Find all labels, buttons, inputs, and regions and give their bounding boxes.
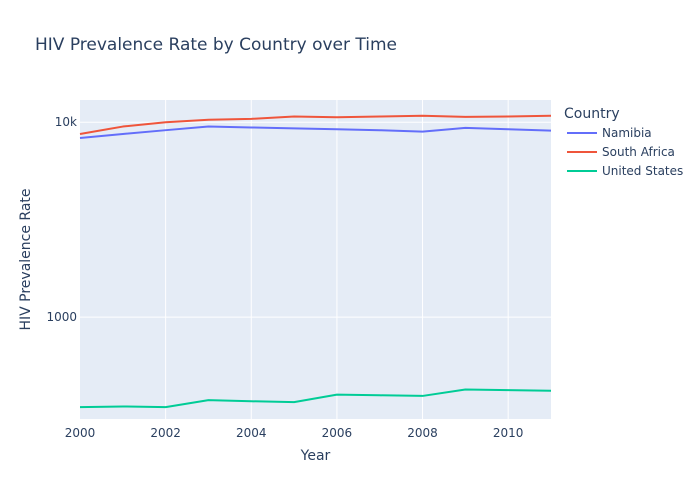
- x-tick-label: 2010: [493, 426, 524, 440]
- y-tick-label: 10k: [55, 115, 77, 129]
- x-tick-label: 2006: [322, 426, 353, 440]
- legend-label: Namibia: [602, 126, 652, 140]
- x-tick-label: 2004: [236, 426, 267, 440]
- series-line: [79, 114, 552, 135]
- y-axis-title: HIV Prevalence Rate: [18, 188, 34, 330]
- series-line: [79, 388, 552, 409]
- x-axis-title: Year: [300, 448, 331, 464]
- x-tick-label: 2008: [407, 426, 438, 440]
- series-line: [79, 125, 552, 139]
- axis-ticks: 2000 2002 2004 2006 2008 2010 1000 10k: [46, 115, 523, 440]
- legend: Country Namibia South Africa United States: [564, 106, 683, 178]
- series-lines: [79, 114, 552, 409]
- legend-title: Country: [564, 106, 620, 122]
- x-tick-label: 2002: [150, 426, 181, 440]
- legend-label: United States: [602, 164, 683, 178]
- legend-label: South Africa: [602, 145, 675, 159]
- chart-title: HIV Prevalence Rate by Country over Time: [35, 35, 397, 55]
- plot-background: [80, 100, 551, 419]
- legend-items: Namibia South Africa United States: [567, 126, 683, 178]
- x-tick-label: 2000: [65, 426, 96, 440]
- y-tick-label: 1000: [46, 310, 77, 324]
